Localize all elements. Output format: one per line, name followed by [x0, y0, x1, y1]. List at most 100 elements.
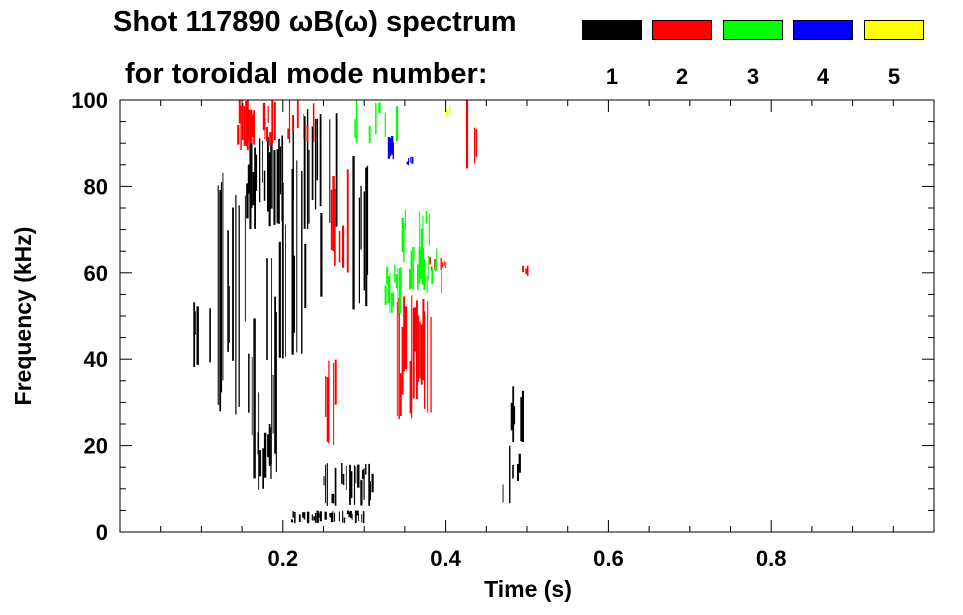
spectral-streak	[272, 374, 274, 434]
spectral-streak	[259, 138, 261, 203]
spectral-streak	[400, 373, 402, 416]
mode-1-region	[278, 160, 323, 359]
spectral-streak	[291, 168, 294, 355]
spectral-streak	[296, 100, 299, 129]
spectral-streak	[293, 255, 295, 333]
spectral-streak	[332, 176, 335, 252]
spectral-streak	[399, 268, 402, 314]
spectral-streak	[290, 519, 294, 523]
spectral-streak	[366, 165, 369, 275]
spectral-streak	[474, 127, 476, 164]
spectral-streak	[387, 137, 390, 159]
mode-1-region	[510, 386, 524, 442]
spectral-streak	[227, 230, 229, 352]
spectral-streak	[248, 109, 251, 142]
spectral-streak	[360, 185, 362, 250]
spectral-streak	[391, 293, 393, 313]
spectral-streak	[333, 493, 335, 504]
spectral-streak	[306, 511, 310, 524]
spectral-streak	[429, 256, 431, 265]
spectral-streak	[267, 106, 269, 124]
mode-2-region	[522, 265, 529, 276]
spectral-streak	[279, 146, 282, 195]
spectral-streak	[345, 465, 347, 490]
spectral-streak	[414, 246, 416, 261]
spectral-streak	[445, 110, 448, 117]
spectral-streak	[395, 106, 399, 141]
spectral-streak	[352, 156, 355, 310]
mode-3-region	[354, 100, 399, 144]
spectral-streak	[445, 261, 447, 268]
mode-1-region	[352, 156, 369, 310]
spectral-streak	[292, 511, 294, 518]
spectral-streak	[246, 183, 249, 219]
legend-label-mode-4: 4	[816, 64, 830, 89]
spectral-streak	[348, 511, 351, 518]
spectral-streak	[314, 118, 317, 210]
spectral-streak	[409, 360, 412, 414]
spectral-streak	[303, 116, 306, 229]
spectral-streak	[238, 205, 240, 407]
spectral-streak	[338, 231, 341, 263]
y-tick-label: 40	[84, 347, 108, 372]
legend-label-mode-3: 3	[746, 64, 760, 89]
spectral-streak	[518, 453, 521, 473]
spectral-streak	[423, 259, 426, 291]
y-tick-label: 80	[84, 174, 108, 199]
spectral-streak	[442, 262, 444, 268]
spectral-streak	[365, 464, 367, 475]
spectral-streak	[268, 424, 271, 466]
spectral-streak	[410, 250, 412, 289]
spectral-streak	[250, 109, 253, 144]
spectral-streak	[325, 464, 326, 504]
y-tick-label: 60	[84, 261, 108, 286]
spectral-streak	[425, 211, 428, 224]
spectral-streak	[424, 311, 426, 409]
spectral-streak	[422, 299, 425, 381]
spectral-streak	[240, 105, 242, 151]
mode-1-region	[193, 302, 211, 367]
spectral-streak	[257, 432, 259, 455]
mode-2-region	[325, 359, 337, 445]
mode-2-region	[271, 100, 315, 144]
spectral-streak	[510, 402, 513, 431]
chart-title: Shot 117890 ωB(ω) spectrum	[113, 6, 517, 38]
spectral-streak	[414, 307, 416, 352]
spectral-streak	[252, 172, 255, 206]
mode-5-region	[445, 105, 451, 117]
spectral-streak	[389, 137, 392, 157]
spectral-streak	[360, 480, 363, 506]
spectral-streak	[521, 390, 524, 442]
spectral-streak	[251, 139, 253, 208]
spectral-streak	[258, 392, 260, 490]
spectrogram-data	[193, 100, 529, 524]
spectral-streak	[270, 137, 272, 209]
spectral-streak	[406, 306, 408, 371]
spectral-streak	[403, 296, 405, 372]
spectral-streak	[349, 464, 351, 505]
y-tick-label: 20	[84, 434, 108, 459]
spectral-streak	[333, 363, 335, 445]
spectral-streak	[301, 171, 303, 354]
spectral-streak	[392, 291, 395, 307]
spectral-streak	[249, 134, 252, 230]
spectral-streak	[448, 105, 451, 117]
spectral-streak	[411, 156, 414, 164]
spectral-streak	[520, 397, 523, 442]
spectral-streak	[253, 318, 256, 479]
x-tick-label: 0.6	[593, 546, 624, 571]
spectral-streak	[384, 112, 386, 137]
spectral-streak	[431, 268, 434, 284]
spectral-streak	[365, 167, 368, 307]
spectral-streak	[475, 129, 478, 157]
spectral-streak	[242, 103, 244, 140]
mode-2-region	[237, 100, 276, 151]
mode-1-region	[502, 445, 521, 504]
spectral-streak	[311, 126, 314, 200]
spectral-streak	[502, 484, 504, 503]
spectral-streak	[217, 185, 219, 405]
spectral-streak	[319, 114, 322, 207]
spectral-streak	[318, 513, 320, 518]
spectral-streak	[409, 157, 411, 163]
